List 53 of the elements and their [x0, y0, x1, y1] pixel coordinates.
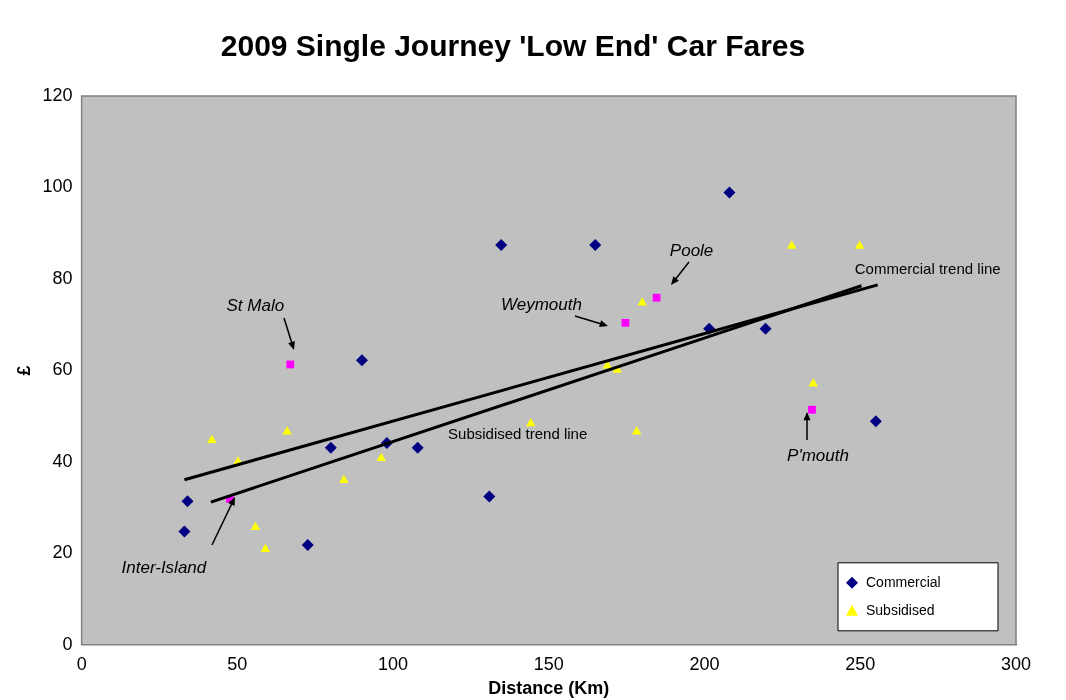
y-tick-label: 60	[52, 359, 73, 380]
point	[483, 490, 496, 503]
point	[181, 495, 194, 508]
point	[869, 415, 882, 428]
y-tick-label: 120	[42, 84, 73, 105]
legend-label: Commercial	[866, 573, 941, 590]
annotation: St Malo	[226, 296, 285, 316]
point	[589, 239, 602, 252]
point	[495, 239, 508, 252]
point	[178, 525, 191, 538]
point	[631, 426, 642, 435]
point	[207, 434, 217, 444]
point	[339, 474, 349, 483]
point	[355, 354, 368, 367]
point	[260, 543, 271, 552]
point	[808, 378, 819, 387]
point	[786, 240, 797, 249]
x-tick-label: 300	[1000, 653, 1032, 674]
point	[759, 322, 772, 335]
x-tick-label: 0	[76, 653, 87, 674]
point	[286, 360, 295, 369]
x-tick-label: 150	[533, 653, 564, 674]
point	[376, 452, 387, 461]
annotation: Weymouth	[500, 294, 582, 314]
annotation: Commercial trend line	[854, 260, 1001, 278]
x-tick-label: 100	[378, 653, 409, 674]
y-tick-label: 0	[62, 633, 73, 654]
y-tick-label: 80	[52, 267, 73, 288]
point	[301, 539, 314, 552]
point	[854, 240, 865, 249]
point	[250, 521, 261, 531]
x-tick-label: 200	[689, 653, 720, 674]
point	[411, 441, 424, 454]
point	[723, 186, 736, 199]
point	[324, 441, 337, 454]
x-axis-title: Distance (Km)	[488, 678, 610, 699]
y-tick-label: 100	[42, 176, 73, 197]
point	[621, 318, 630, 327]
y-tick-label: 20	[52, 542, 73, 563]
y-axis-title: £	[13, 365, 34, 376]
annotation: Inter-Island	[121, 557, 207, 577]
chart-title: 2009 Single Journey 'Low End' Car Fares	[220, 29, 806, 63]
point	[652, 293, 661, 302]
annotation: Poole	[669, 241, 714, 261]
y-tick-label: 40	[52, 450, 73, 471]
point	[282, 426, 292, 435]
legend-label: Subsidised	[866, 601, 935, 618]
x-tick-label: 50	[227, 653, 248, 674]
point	[808, 405, 816, 414]
annotation: Subsidised trend line	[448, 424, 588, 442]
x-tick-label: 250	[845, 653, 876, 674]
annotation: P'mouth	[787, 446, 849, 466]
point	[525, 417, 536, 427]
